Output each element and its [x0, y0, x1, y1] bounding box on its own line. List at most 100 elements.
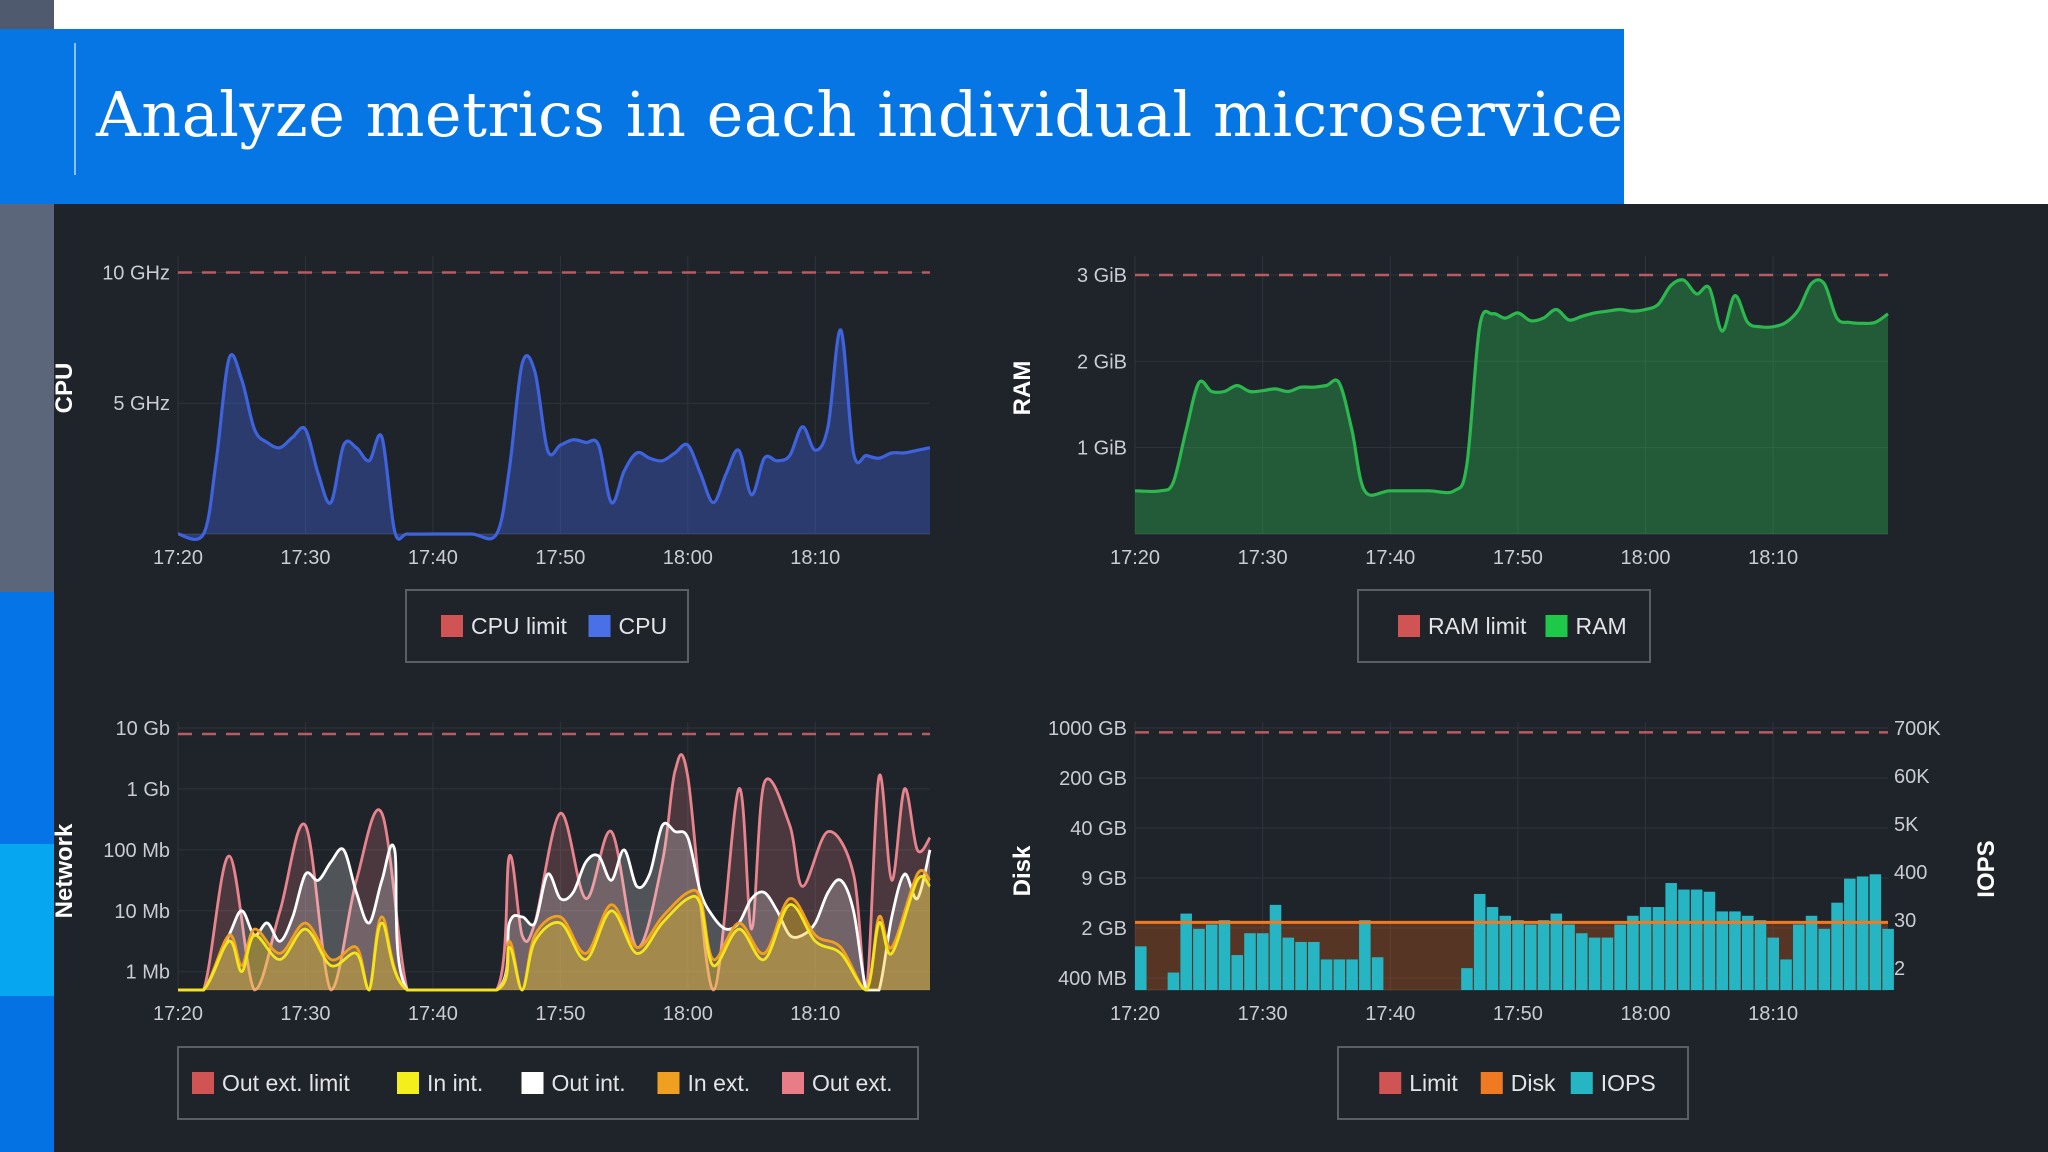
x-tick-label: 17:20: [1110, 1003, 1160, 1025]
y-axis-title: Disk: [1009, 845, 1036, 896]
iops-bar: [1601, 937, 1614, 990]
iops-bar: [1295, 941, 1307, 990]
y-tick-label: 1 GiB: [1077, 438, 1127, 460]
legend-swatch: [1398, 615, 1420, 637]
iops-bar: [1180, 913, 1192, 990]
iops-bar: [1486, 907, 1499, 990]
legend-label: Out int.: [552, 1070, 626, 1096]
legend-swatch: [782, 1072, 804, 1094]
x-tick-label: 18:10: [1748, 547, 1798, 569]
iops-bar: [1805, 915, 1818, 990]
iops-bar: [1678, 889, 1690, 990]
legend-label: CPU limit: [471, 613, 567, 639]
y-axis-title: Network: [54, 823, 78, 918]
legend-swatch: [1480, 1072, 1503, 1094]
left-strip-blue-bottom: [0, 996, 54, 1152]
x-tick-label: 17:40: [408, 547, 458, 569]
iops-bar: [1844, 878, 1856, 990]
iops-bar: [1741, 915, 1754, 990]
legend-label: Disk: [1511, 1070, 1556, 1096]
left-strip-slate: [0, 204, 54, 592]
legend-swatch: [192, 1072, 214, 1094]
x-tick-label: 17:30: [280, 547, 330, 569]
x-tick-label: 17:30: [280, 1003, 330, 1025]
left-strip-cyan: [0, 844, 54, 996]
legend-label: Limit: [1409, 1070, 1458, 1096]
iops-bar: [1703, 891, 1716, 990]
y-tick-label: 3 GiB: [1077, 265, 1127, 287]
iops-bar: [1218, 920, 1231, 990]
iops-bar: [1729, 911, 1741, 990]
y-tick-label: 9 GB: [1081, 868, 1127, 890]
title-banner: [0, 29, 1624, 204]
iops-bar: [1499, 915, 1512, 990]
series-line-in-ext-: [178, 868, 932, 992]
legend-box: [1337, 1046, 1689, 1120]
iops-bar: [1563, 924, 1575, 990]
iops-bar: [1320, 959, 1333, 990]
ram-chart: 3 GiB 2 GiB 1 GiB 17:20 17:30 17:40 17:50 18:00…: [1009, 256, 1889, 663]
legend-label: In int.: [427, 1070, 483, 1096]
series-area-ram: [1135, 279, 1888, 534]
legend-box: [405, 589, 689, 663]
iops-bar: [1524, 924, 1537, 990]
cpu-chart: 10 GHz 5 GHz 17:20 17:30 17:40 17:50 18:00 18:1…: [54, 256, 931, 663]
y-tick-label: 100 Mb: [103, 840, 170, 862]
x-tick-label: 17:50: [535, 1003, 585, 1025]
series-area-in-ext-: [178, 870, 930, 990]
legend-label: CPU: [619, 613, 668, 639]
x-tick-label: 17:50: [1493, 547, 1543, 569]
metrics-dashboard: 10 GHz 5 GHz 17:20 17:30 17:40 17:50 18:00 18:1…: [54, 204, 2048, 1152]
legend-label: IOPS: [1601, 1070, 1656, 1096]
iops-bar: [1754, 920, 1767, 990]
iops-bar: [1269, 904, 1282, 990]
x-tick-label: 17:20: [153, 547, 203, 569]
legend-swatch: [1545, 615, 1568, 637]
iops-bar: [1346, 959, 1358, 990]
x-tick-label: 18:10: [790, 1003, 840, 1025]
iops-bar: [1780, 959, 1792, 990]
legend-box: [177, 1046, 919, 1120]
slide-title: Analyze metrics in each individual micro…: [96, 78, 1624, 151]
y-tick-label: 1 Mb: [126, 962, 170, 984]
x-tick-label: 18:00: [663, 547, 713, 569]
iops-bar: [1550, 913, 1563, 990]
iops-bar: [1167, 972, 1180, 990]
left-strip-blue: [0, 592, 54, 844]
y2-axis-title: IOPS: [1973, 840, 2000, 897]
iops-bar: [1716, 911, 1728, 990]
y2-tick-label: 30: [1894, 910, 1916, 932]
iops-bar: [1205, 924, 1218, 990]
series-line-in-int-: [178, 875, 932, 992]
legend-swatch: [1570, 1072, 1593, 1094]
iops-bar: [1308, 941, 1320, 990]
iops-bar: [1576, 933, 1588, 990]
series-line-cpu: [177, 328, 931, 541]
legend-swatch: [397, 1072, 419, 1094]
y-tick-label: 2 GB: [1081, 918, 1127, 940]
x-tick-label: 17:40: [408, 1003, 458, 1025]
legend-swatch: [588, 615, 611, 637]
disk-chart: 1000 GB 200 GB 40 GB 9 GB 2 GB 400 MB 700K 60K 5…: [1009, 718, 2000, 1120]
y2-tick-label: 2: [1894, 958, 1905, 980]
x-tick-label: 18:10: [790, 547, 840, 569]
series-area-in-int-: [178, 876, 930, 990]
y-tick-label: 10 Mb: [114, 901, 170, 923]
title-divider: [74, 43, 76, 175]
x-tick-label: 17:50: [1493, 1003, 1543, 1025]
iops-bar: [1639, 907, 1652, 990]
network-chart: 10 Gb 1 Gb 100 Mb 10 Mb 1 Mb 17:20 17:30 17:40 1…: [54, 718, 932, 1120]
y2-tick-label: 700K: [1894, 718, 1941, 740]
iops-bar: [1193, 928, 1205, 990]
legend-label: RAM limit: [1428, 613, 1527, 639]
iops-bar: [1767, 937, 1780, 990]
iops-bar: [1231, 955, 1244, 990]
iops-bar: [1135, 946, 1147, 990]
y2-tick-label: 60K: [1894, 766, 1930, 788]
x-tick-label: 17:30: [1238, 547, 1288, 569]
iops-bar: [1282, 937, 1295, 990]
legend-swatch: [657, 1072, 680, 1094]
legend-label: Out ext.: [812, 1070, 893, 1096]
y-tick-label: 1000 GB: [1048, 718, 1127, 740]
iops-bar: [1665, 883, 1677, 990]
